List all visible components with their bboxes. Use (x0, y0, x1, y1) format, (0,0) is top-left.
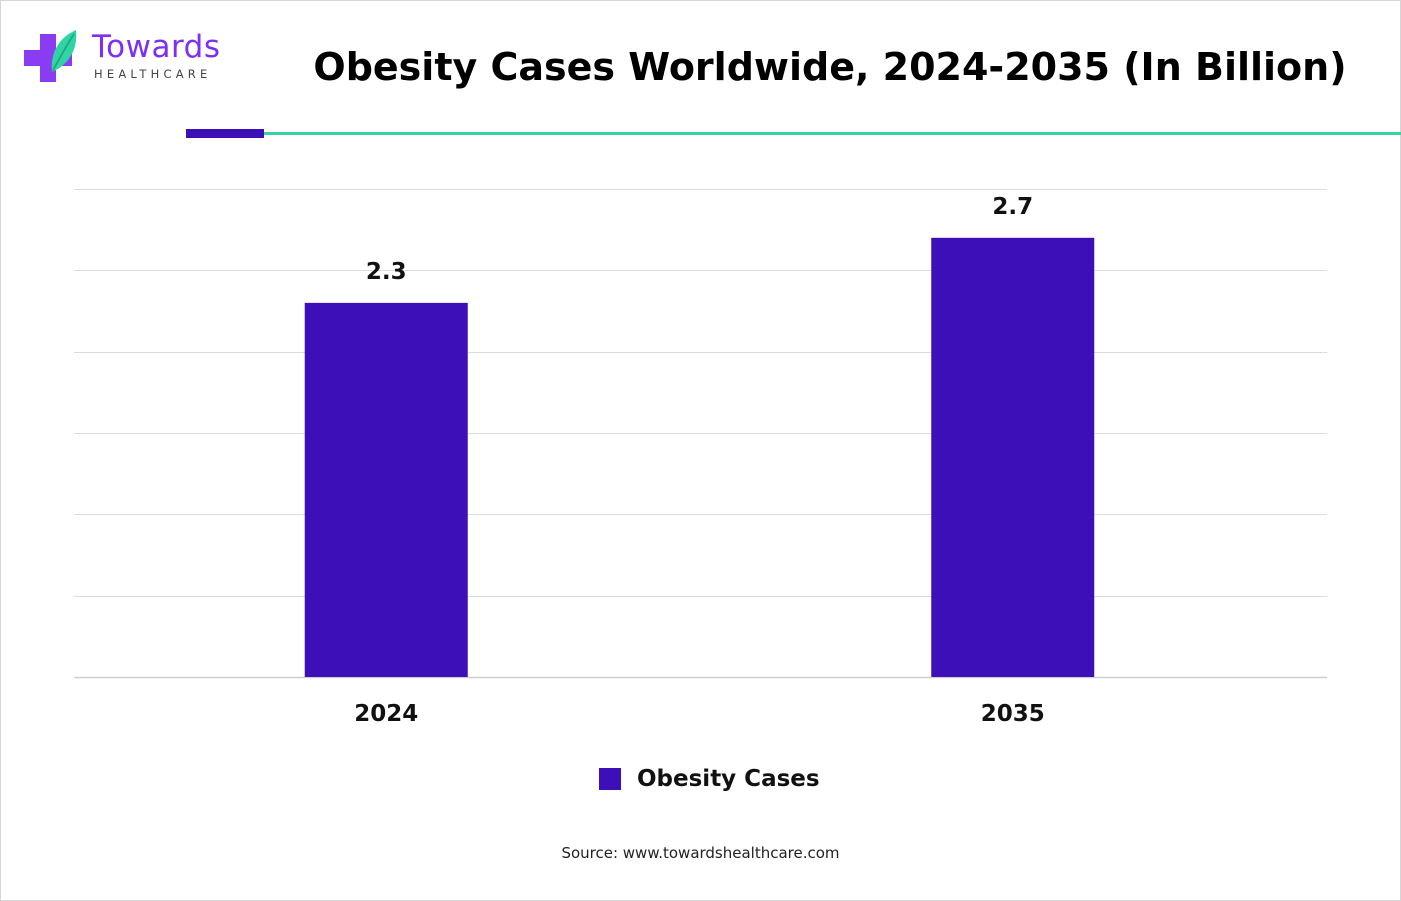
bar-2024 (304, 302, 468, 677)
legend-label: Obesity Cases (637, 766, 820, 792)
legend: Obesity Cases (599, 762, 820, 796)
brand-name: Towards (92, 29, 221, 65)
bar-2035 (931, 237, 1095, 678)
x-tick-2035: 2035 (981, 701, 1045, 727)
data-labels: 2.3 2.7 (366, 194, 1033, 285)
legend-swatch (599, 768, 621, 790)
source-note: Source: www.towardshealthcare.com (561, 844, 840, 862)
brand-subtitle: HEALTHCARE (94, 67, 212, 81)
medical-cross-leaf-icon (24, 30, 77, 82)
gridlines (74, 189, 1327, 679)
data-label-2024: 2.3 (366, 259, 407, 285)
title-divider-line (264, 132, 1401, 135)
chart-title: Obesity Cases Worldwide, 2024-2035 (In B… (313, 45, 1347, 89)
data-label-2035: 2.7 (992, 194, 1033, 220)
bars (304, 237, 1095, 678)
x-tick-2024: 2024 (354, 701, 418, 727)
x-axis-ticks: 2024 2035 (354, 701, 1045, 727)
brand-logo: Towards HEALTHCARE (22, 26, 232, 86)
title-divider-accent (186, 129, 264, 138)
